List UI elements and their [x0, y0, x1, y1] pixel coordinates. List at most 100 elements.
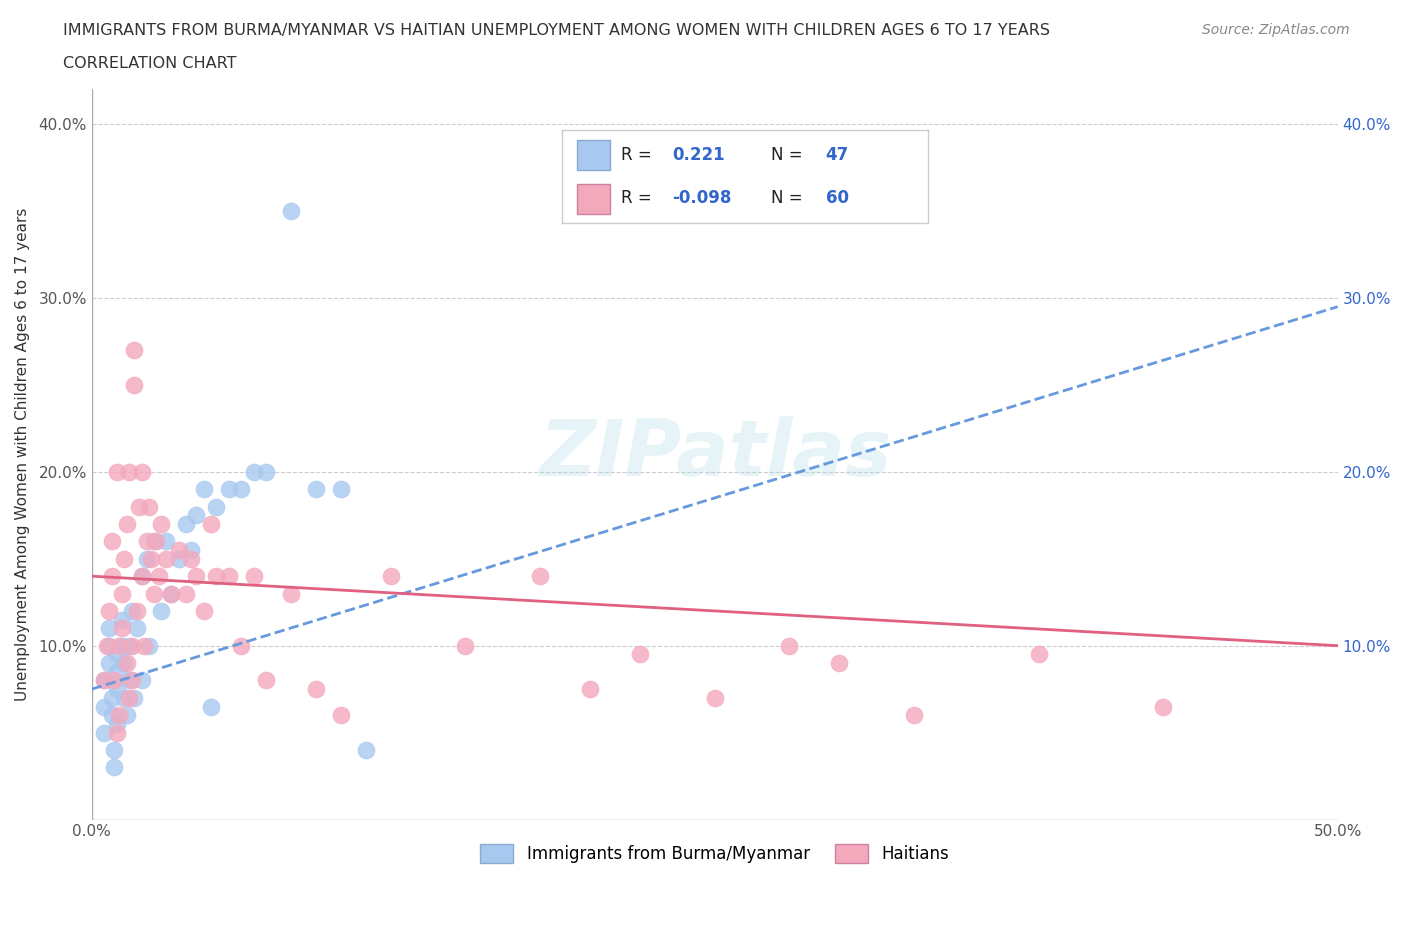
Point — [112, 690, 135, 705]
Bar — [576, 184, 610, 214]
Point — [186, 508, 208, 523]
Point — [105, 716, 128, 731]
Point — [105, 725, 128, 740]
Point — [354, 742, 377, 757]
Y-axis label: Unemployment Among Women with Children Ages 6 to 17 years: Unemployment Among Women with Children A… — [15, 207, 30, 701]
Point — [143, 586, 166, 601]
Point — [329, 482, 352, 497]
Point — [141, 551, 163, 566]
Legend: Immigrants from Burma/Myanmar, Haitians: Immigrants from Burma/Myanmar, Haitians — [474, 837, 956, 870]
Point — [118, 464, 141, 479]
Point — [155, 534, 177, 549]
Point — [93, 673, 115, 688]
Point — [155, 551, 177, 566]
Point — [115, 708, 138, 723]
Point — [115, 656, 138, 671]
Point — [180, 551, 202, 566]
Point — [135, 551, 157, 566]
Point — [122, 343, 145, 358]
Point — [205, 569, 228, 584]
Point — [579, 682, 602, 697]
Point — [128, 499, 150, 514]
Point — [703, 690, 725, 705]
Text: 60: 60 — [825, 189, 849, 207]
Text: IMMIGRANTS FROM BURMA/MYANMAR VS HAITIAN UNEMPLOYMENT AMONG WOMEN WITH CHILDREN : IMMIGRANTS FROM BURMA/MYANMAR VS HAITIAN… — [63, 23, 1050, 38]
Point — [143, 534, 166, 549]
Point — [231, 482, 253, 497]
Point — [100, 690, 122, 705]
Point — [105, 464, 128, 479]
Point — [167, 542, 190, 557]
Point — [105, 647, 128, 662]
Point — [110, 586, 132, 601]
Point — [242, 569, 264, 584]
Point — [131, 569, 153, 584]
Point — [167, 551, 190, 566]
Point — [112, 656, 135, 671]
Text: R =: R = — [621, 189, 657, 207]
Text: -0.098: -0.098 — [672, 189, 731, 207]
Point — [103, 673, 125, 688]
Point — [150, 604, 173, 618]
Point — [254, 464, 277, 479]
Point — [125, 604, 148, 618]
Point — [112, 551, 135, 566]
Point — [218, 569, 240, 584]
Point — [132, 638, 155, 653]
Point — [778, 638, 800, 653]
Point — [100, 569, 122, 584]
Point — [529, 569, 551, 584]
Point — [305, 482, 328, 497]
Point — [103, 760, 125, 775]
Point — [280, 204, 302, 219]
Point — [131, 569, 153, 584]
Text: N =: N = — [770, 146, 807, 165]
Point — [380, 569, 402, 584]
Text: CORRELATION CHART: CORRELATION CHART — [63, 56, 236, 71]
Point — [145, 534, 167, 549]
Text: 47: 47 — [825, 146, 849, 165]
Point — [176, 586, 198, 601]
Point — [135, 534, 157, 549]
Point — [125, 621, 148, 636]
Point — [138, 638, 160, 653]
Point — [200, 699, 222, 714]
Point — [280, 586, 302, 601]
Text: 0.221: 0.221 — [672, 146, 724, 165]
Point — [100, 534, 122, 549]
Point — [628, 647, 651, 662]
Point — [93, 725, 115, 740]
Point — [110, 638, 132, 653]
Point — [160, 586, 183, 601]
Point — [108, 708, 131, 723]
Point — [329, 708, 352, 723]
Point — [1152, 699, 1174, 714]
Point — [454, 638, 477, 653]
Point — [121, 604, 143, 618]
Point — [93, 699, 115, 714]
Point — [121, 673, 143, 688]
Point — [98, 638, 121, 653]
Point — [828, 656, 851, 671]
Point — [138, 499, 160, 514]
Point — [903, 708, 925, 723]
Point — [122, 690, 145, 705]
Point — [118, 673, 141, 688]
Point — [193, 482, 215, 497]
Text: R =: R = — [621, 146, 657, 165]
Point — [176, 516, 198, 531]
Text: N =: N = — [770, 189, 807, 207]
Point — [200, 516, 222, 531]
Point — [118, 690, 141, 705]
Point — [131, 464, 153, 479]
Point — [93, 673, 115, 688]
Point — [193, 604, 215, 618]
Point — [105, 664, 128, 679]
Point — [110, 621, 132, 636]
Point — [98, 656, 121, 671]
Point — [105, 682, 128, 697]
Point — [118, 638, 141, 653]
Point — [205, 499, 228, 514]
Point — [100, 708, 122, 723]
Point — [218, 482, 240, 497]
